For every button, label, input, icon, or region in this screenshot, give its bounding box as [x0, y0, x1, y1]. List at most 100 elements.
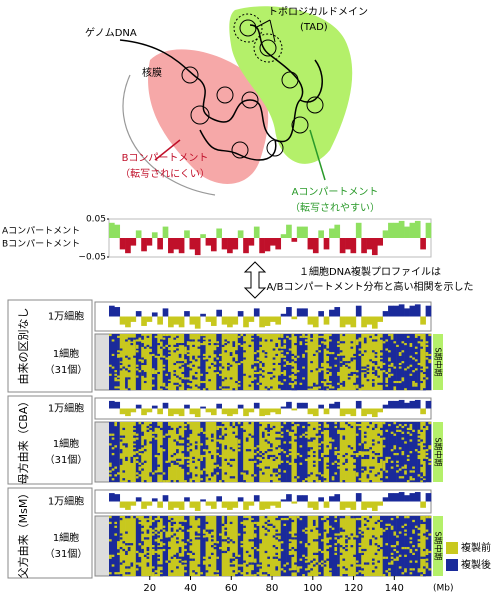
heatmap-cell — [275, 546, 279, 550]
heatmap-column — [318, 422, 322, 482]
heatmap-cell — [176, 375, 180, 378]
heatmap-cell — [347, 377, 351, 380]
heatmap-cell — [159, 516, 163, 519]
heatmap-cell — [135, 451, 139, 454]
compartment-bar — [135, 230, 142, 238]
heatmap-cell — [210, 552, 214, 556]
heatmap-cell — [374, 373, 378, 376]
heatmap-cell — [210, 535, 214, 538]
heatmap-cell — [275, 537, 279, 540]
heatmap-cell — [243, 373, 247, 376]
heatmap-cell — [213, 364, 217, 367]
heatmap-cell — [428, 361, 432, 364]
heatmap-cell — [420, 519, 424, 523]
heatmap-column — [154, 422, 158, 482]
heatmap-cell — [173, 337, 177, 340]
heatmap-cell — [184, 377, 188, 380]
heatmap-cell — [189, 339, 193, 342]
heatmap-cell — [141, 468, 145, 471]
note: A/Bコンパートメント分布と高い相関を示した — [266, 280, 473, 293]
replication-bar — [270, 316, 276, 322]
heatmap-cell — [181, 521, 185, 525]
heatmap-cell — [202, 337, 206, 340]
heatmap-cell — [178, 521, 182, 525]
heatmap-cell — [186, 341, 190, 344]
heatmap-column — [245, 516, 249, 576]
label: （転写されやすい） — [290, 202, 380, 214]
heatmap-cell — [272, 362, 276, 366]
b-pointer — [154, 139, 181, 161]
heatmap-cell — [229, 377, 233, 380]
replication-bar — [178, 316, 185, 328]
heatmap-cell — [294, 388, 298, 391]
heatmap-cell — [382, 370, 386, 373]
heatmap-cell — [251, 516, 255, 519]
heatmap-column — [194, 334, 198, 390]
heatmap-cell — [420, 439, 424, 442]
heatmap-cell — [304, 527, 308, 530]
heatmap-column — [390, 422, 394, 482]
heatmap-cell — [404, 529, 408, 532]
heatmap-cell — [270, 339, 273, 342]
replication-bar — [409, 493, 416, 502]
heatmap-cell — [414, 449, 418, 452]
heatmap-cell — [363, 350, 367, 353]
heatmap-cell — [371, 371, 375, 375]
heatmap-column — [173, 422, 177, 482]
heatmap-cell — [248, 344, 252, 347]
heatmap-cell — [138, 554, 142, 557]
heatmap-column — [315, 516, 319, 576]
heatmap-column — [396, 334, 400, 390]
heatmap-cell — [138, 449, 142, 452]
heatmap-cell — [288, 362, 292, 366]
heatmap-cell — [291, 423, 295, 427]
heatmap-cell — [361, 568, 365, 571]
heatmap-cell — [371, 427, 375, 431]
heatmap-cell — [135, 350, 139, 353]
heatmap-cell — [398, 476, 402, 479]
heatmap-cell — [342, 341, 346, 344]
heatmap-cell — [194, 441, 198, 444]
heatmap-cell — [216, 464, 220, 467]
heatmap-cell — [216, 541, 220, 544]
heatmap-cell — [409, 476, 413, 479]
heatmap-column — [237, 422, 241, 482]
heatmap-cell — [119, 537, 123, 540]
heatmap-column — [168, 422, 172, 482]
heatmap-cell — [299, 343, 303, 346]
label: ゲノムDNA — [85, 27, 137, 39]
heatmap-cell — [398, 352, 402, 355]
heatmap-cell — [170, 527, 174, 530]
heatmap-cell — [165, 533, 169, 536]
heatmap-cell — [194, 531, 198, 534]
heatmap-cell — [189, 368, 193, 371]
heatmap-cell — [280, 371, 284, 375]
replication-bar — [221, 316, 228, 325]
heatmap-cell — [219, 546, 222, 550]
heatmap-cell — [312, 558, 316, 561]
compartment-bar — [243, 238, 249, 254]
replication-bar — [194, 316, 201, 329]
heatmap-cell — [358, 339, 362, 342]
heatmap-column — [253, 422, 257, 482]
heatmap-cell — [307, 474, 311, 477]
heatmap-cell — [401, 466, 405, 469]
heatmap-cell — [412, 429, 416, 432]
heatmap-column — [374, 422, 378, 482]
heatmap-cell — [267, 388, 271, 391]
heatmap-cell — [202, 449, 206, 452]
heatmap-cell — [318, 443, 322, 446]
heatmap-cell — [232, 388, 236, 391]
heatmap-cell — [404, 470, 408, 473]
heatmap-cell — [361, 384, 365, 387]
heatmap-cell — [253, 574, 257, 577]
heatmap-cell — [401, 452, 405, 456]
heatmap-cell — [304, 458, 308, 462]
heatmap-cell — [361, 535, 365, 538]
heatmap-cell — [291, 388, 295, 391]
heatmap-cell — [390, 552, 394, 556]
replication-bar — [318, 311, 324, 317]
heatmap-cell — [278, 466, 282, 469]
heatmap-cell — [315, 539, 319, 542]
heatmap-cell — [422, 476, 426, 479]
